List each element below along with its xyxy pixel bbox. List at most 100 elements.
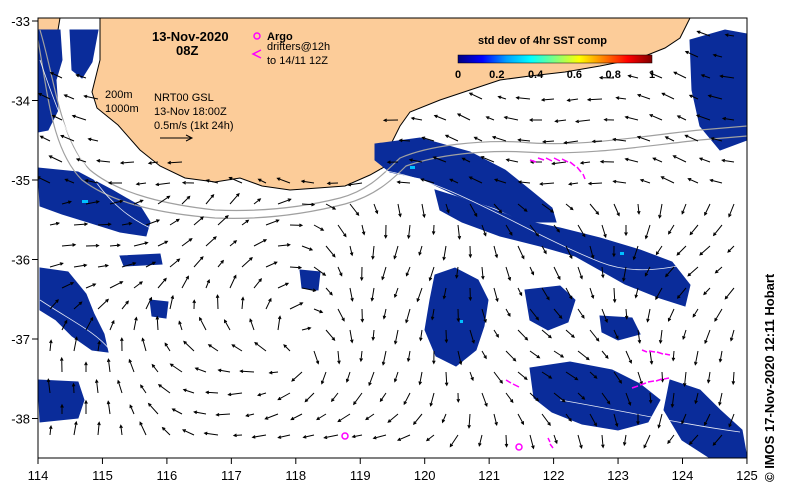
velocity-arrow bbox=[622, 266, 627, 282]
velocity-arrow bbox=[381, 266, 387, 281]
velocity-arrow bbox=[398, 138, 411, 143]
velocity-arrow bbox=[169, 218, 180, 226]
velocity-arrow bbox=[676, 287, 687, 299]
velocity-arrow bbox=[589, 245, 595, 260]
velocity-arrow bbox=[371, 245, 375, 260]
velocity-arrow bbox=[517, 180, 531, 184]
colorbar bbox=[457, 54, 653, 64]
velocity-arrow bbox=[257, 392, 267, 397]
velocity-arrow bbox=[39, 135, 51, 142]
velocity-arrow bbox=[140, 384, 147, 394]
velocity-arrow bbox=[73, 336, 78, 352]
velocity-arrow bbox=[444, 134, 459, 142]
velocity-arrow bbox=[718, 350, 723, 363]
velocity-arrow bbox=[636, 203, 641, 215]
velocity-arrow bbox=[83, 94, 99, 100]
velocity-arrow bbox=[529, 392, 540, 402]
velocity-arrow bbox=[313, 350, 320, 365]
velocity-arrow bbox=[372, 434, 387, 440]
velocity-arrow bbox=[418, 245, 423, 256]
velocity-arrow bbox=[589, 371, 598, 379]
velocity-arrow bbox=[145, 261, 157, 268]
velocity-arrow bbox=[565, 371, 579, 381]
velocity-arrow bbox=[251, 434, 267, 439]
velocity-arrow bbox=[704, 413, 711, 426]
velocity-arrow bbox=[553, 392, 566, 403]
velocity-arrow bbox=[637, 371, 643, 386]
velocity-arrow bbox=[386, 160, 399, 164]
velocity-arrow bbox=[85, 200, 100, 205]
velocity-arrow bbox=[589, 413, 597, 427]
velocity-arrow bbox=[613, 203, 620, 217]
velocity-arrow bbox=[249, 318, 255, 331]
velocity-arrow bbox=[539, 182, 555, 186]
velocity-arrow bbox=[710, 137, 723, 142]
velocity-arrow bbox=[449, 178, 459, 184]
velocity-arrow bbox=[359, 266, 364, 282]
velocity-arrow bbox=[589, 287, 595, 300]
velocity-arrow bbox=[304, 392, 315, 403]
velocity-arrow bbox=[147, 402, 159, 415]
velocity-arrow bbox=[277, 198, 292, 205]
velocity-arrow bbox=[229, 192, 240, 205]
velocity-arrow bbox=[442, 287, 447, 300]
velocity-arrow bbox=[396, 180, 411, 185]
velocity-arrow bbox=[481, 224, 487, 237]
velocity-arrow bbox=[517, 203, 528, 212]
velocity-arrow bbox=[181, 275, 189, 289]
velocity-arrow bbox=[565, 287, 573, 300]
velocity-arrow bbox=[393, 245, 399, 260]
velocity-arrow bbox=[289, 223, 304, 228]
velocity-arrow bbox=[420, 178, 435, 184]
velocity-arrow bbox=[644, 224, 651, 240]
velocity-arrow bbox=[291, 371, 303, 382]
velocity-arrow bbox=[61, 282, 75, 289]
velocity-arrow bbox=[97, 298, 109, 310]
velocity-arrow bbox=[541, 413, 551, 426]
velocity-arrow bbox=[648, 114, 663, 121]
velocity-arrow bbox=[241, 219, 250, 226]
velocity-arrow bbox=[714, 308, 723, 322]
velocity-arrow bbox=[692, 308, 699, 318]
velocity-arrow bbox=[345, 371, 351, 383]
velocity-arrow bbox=[587, 181, 603, 186]
velocity-arrow bbox=[71, 114, 87, 121]
velocity-arrow bbox=[87, 137, 99, 142]
velocity-arrow bbox=[480, 156, 495, 163]
velocity-arrow bbox=[517, 329, 529, 341]
velocity-arrow bbox=[337, 413, 351, 423]
velocity-arrow bbox=[382, 118, 399, 123]
velocity-arrow bbox=[634, 287, 639, 299]
velocity-arrow bbox=[444, 371, 449, 387]
velocity-arrow bbox=[613, 413, 619, 428]
map-hour: 08Z bbox=[176, 43, 198, 58]
velocity-arrow bbox=[277, 315, 282, 331]
velocity-arrow bbox=[183, 340, 195, 352]
velocity-arrow bbox=[529, 308, 540, 321]
velocity-arrow bbox=[430, 308, 435, 321]
velocity-arrow bbox=[658, 203, 663, 219]
y-tick-label: -35 bbox=[11, 173, 30, 188]
velocity-arrow bbox=[268, 370, 279, 375]
velocity-arrow bbox=[349, 287, 354, 302]
velocity-arrow bbox=[217, 368, 231, 373]
velocity-arrow bbox=[71, 382, 76, 394]
velocity-arrow bbox=[433, 114, 447, 121]
velocity-arrow bbox=[283, 344, 291, 352]
velocity-arrow bbox=[709, 178, 723, 184]
velocity-arrow bbox=[199, 316, 207, 331]
velocity-arrow bbox=[253, 239, 268, 247]
velocity-arrow bbox=[361, 224, 366, 236]
velocity-arrow bbox=[192, 299, 196, 310]
velocity-arrow bbox=[622, 434, 627, 447]
velocity-arrow bbox=[73, 420, 78, 436]
velocity-arrow bbox=[553, 434, 558, 445]
velocity-arrow bbox=[223, 319, 231, 331]
velocity-arrow bbox=[425, 434, 435, 442]
velocity-arrow bbox=[636, 135, 651, 142]
velocity-arrow bbox=[575, 119, 591, 124]
velocity-arrow bbox=[589, 329, 600, 342]
velocity-arrow bbox=[655, 245, 663, 256]
velocity-arrow bbox=[337, 224, 347, 238]
velocity-arrow bbox=[277, 243, 291, 247]
